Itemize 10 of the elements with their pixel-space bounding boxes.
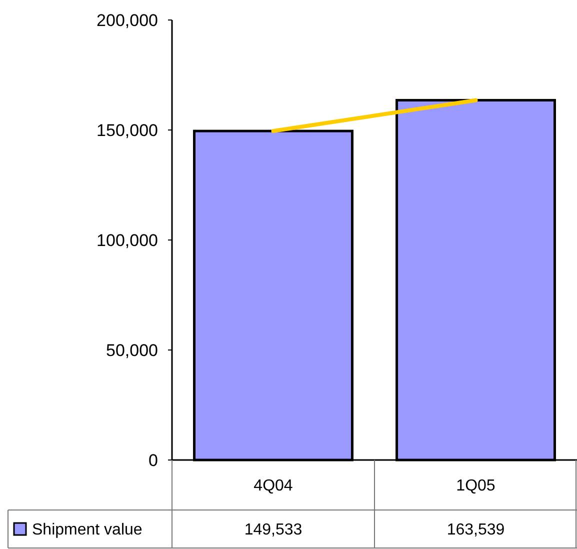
- x-tick-label: 1Q05: [456, 478, 496, 495]
- data-label: 149,533: [244, 522, 302, 539]
- y-tick-label: 0: [148, 450, 158, 470]
- y-tick-label: 100,000: [96, 230, 158, 250]
- legend-label: Shipment value: [32, 522, 142, 539]
- x-tick-label: 4Q04: [254, 478, 293, 495]
- y-tick-label: 200,000: [96, 10, 158, 30]
- data-label: 163,539: [446, 522, 505, 539]
- y-tick-label: 50,000: [106, 340, 158, 360]
- y-tick-label: 150,000: [96, 120, 158, 140]
